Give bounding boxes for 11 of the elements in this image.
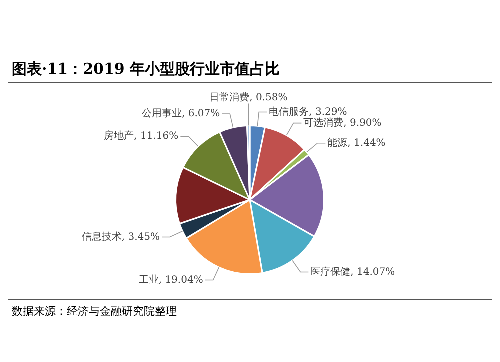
slice-label: 可选消费, 9.90% — [304, 116, 382, 129]
slice-label: 信息技术, 3.45% — [82, 230, 160, 243]
slice-label: 房地产, 11.16% — [104, 130, 179, 142]
slice-label: 医疗保健, 14.07% — [310, 266, 396, 278]
chart-title: 图表·11：2019 年小型股行业市值占比 — [8, 8, 492, 83]
slice-label: 日常消费, 0.58% — [210, 91, 288, 104]
slice-label: 能源, 1.44% — [328, 136, 386, 149]
slice-label: 工业, 19.04% — [138, 274, 204, 286]
slice-label: 公用事业, 6.07% — [142, 108, 220, 120]
slice-label: 电信服务, 3.29% — [269, 106, 348, 118]
source-note: 数据来源：经济与金融研究院整理 — [8, 299, 492, 323]
